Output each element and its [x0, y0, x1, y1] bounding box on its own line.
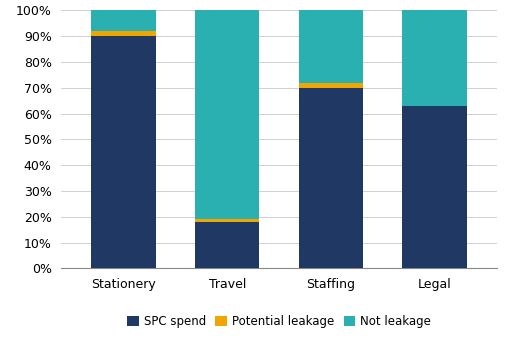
Bar [402, 10, 466, 106]
Legend: SPC spend, Potential leakage, Not leakage: SPC spend, Potential leakage, Not leakag… [122, 310, 436, 333]
Bar [298, 88, 363, 268]
Bar [195, 10, 260, 219]
Bar [92, 10, 156, 31]
Bar [92, 31, 156, 36]
Bar [195, 222, 260, 268]
Bar [298, 10, 363, 83]
Bar [298, 83, 363, 88]
Bar [92, 36, 156, 268]
Bar [402, 106, 466, 268]
Bar [195, 219, 260, 222]
